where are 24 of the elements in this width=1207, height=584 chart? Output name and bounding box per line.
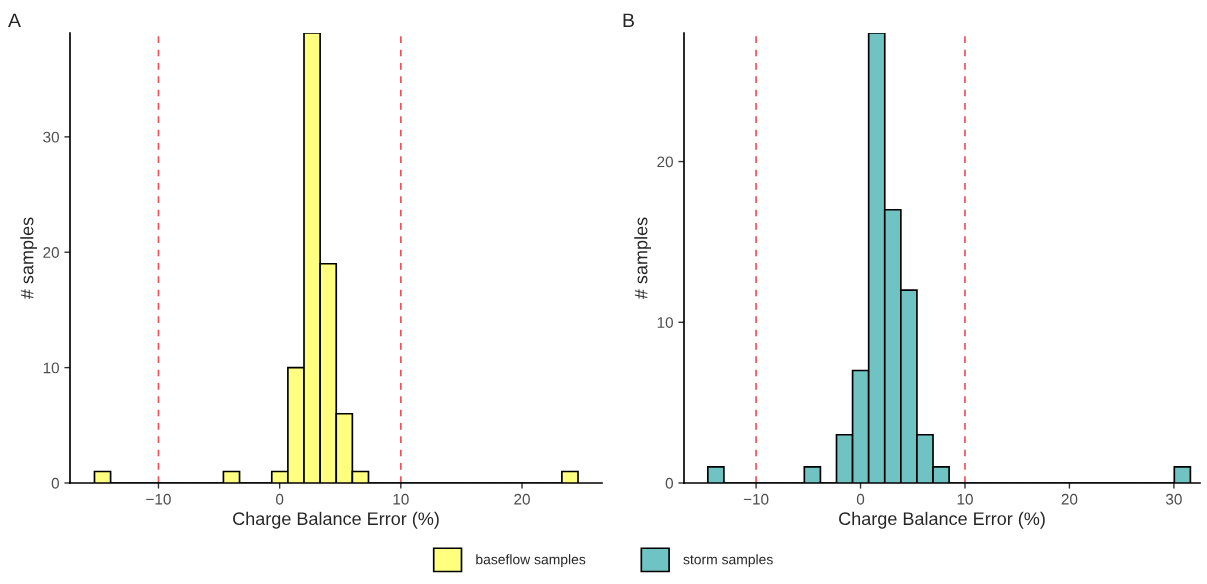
y-axis-title: # samples	[634, 217, 652, 300]
x-tick-label: 0	[276, 493, 284, 505]
y-tick-label: 0	[51, 477, 59, 489]
x-tick-label: −10	[743, 493, 769, 505]
y-tick-label: 10	[43, 362, 59, 374]
x-tick-label: −10	[146, 493, 171, 505]
x-axis-title: Charge Balance Error (%)	[839, 511, 1045, 529]
chart-title: A	[8, 13, 21, 28]
x-tick-label: 0	[856, 493, 865, 505]
x-tick-label: 10	[957, 493, 973, 505]
x-tick-label: 20	[514, 493, 530, 505]
y-tick-label: 20	[657, 156, 673, 168]
y-axis-title: # samples	[20, 217, 38, 300]
x-tick-label: 10	[393, 493, 409, 505]
x-tick-label: 20	[1061, 493, 1078, 505]
y-tick-label: 20	[43, 247, 59, 258]
x-tick-label: 30	[1165, 493, 1182, 505]
y-tick-label: 0	[665, 477, 673, 489]
y-tick-label: 10	[657, 317, 673, 328]
x-axis-title: Charge Balance Error (%)	[233, 511, 439, 529]
legend-label: storm samples	[683, 554, 773, 568]
chart-title: B	[623, 13, 634, 28]
y-tick-label: 30	[43, 131, 59, 143]
legend-label: baseflow samples	[476, 554, 586, 568]
